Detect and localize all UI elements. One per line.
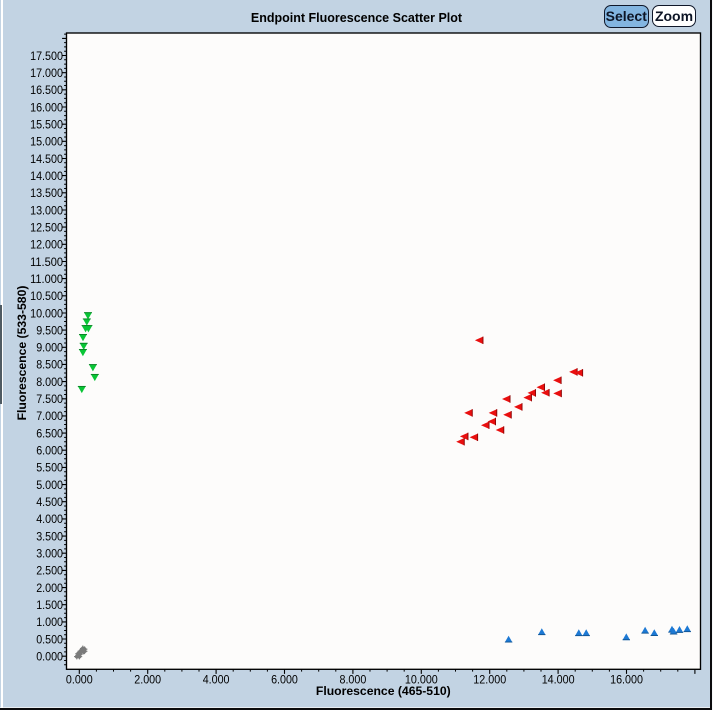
svg-text:6.000: 6.000: [271, 673, 298, 687]
svg-text:1.000: 1.000: [36, 615, 63, 629]
svg-text:2.000: 2.000: [134, 673, 161, 687]
svg-text:0.000: 0.000: [66, 673, 93, 687]
svg-text:9.000: 9.000: [36, 341, 63, 355]
svg-text:10.500: 10.500: [30, 289, 63, 303]
svg-text:2.500: 2.500: [36, 564, 63, 578]
svg-text:14.000: 14.000: [30, 169, 63, 183]
svg-text:0.000: 0.000: [36, 650, 63, 664]
svg-text:Endpoint Fluorescence Scatter: Endpoint Fluorescence Scatter Plot: [251, 11, 463, 25]
svg-text:3.000: 3.000: [36, 547, 63, 561]
svg-text:6.500: 6.500: [36, 426, 63, 440]
svg-text:5.000: 5.000: [36, 478, 63, 492]
svg-text:13.000: 13.000: [30, 203, 63, 217]
svg-text:14.500: 14.500: [30, 152, 63, 166]
svg-text:11.500: 11.500: [30, 255, 63, 269]
svg-text:6.000: 6.000: [36, 444, 63, 458]
svg-text:10.000: 10.000: [30, 306, 63, 320]
svg-text:13.500: 13.500: [30, 186, 63, 200]
svg-text:9.500: 9.500: [36, 323, 63, 337]
svg-text:8.000: 8.000: [36, 375, 63, 389]
svg-text:15.500: 15.500: [30, 118, 63, 132]
svg-text:7.500: 7.500: [36, 392, 63, 406]
svg-text:11.000: 11.000: [30, 272, 63, 286]
svg-text:4.500: 4.500: [36, 495, 63, 509]
svg-text:14.000: 14.000: [542, 673, 575, 687]
svg-text:3.500: 3.500: [36, 529, 63, 543]
svg-text:17.000: 17.000: [30, 66, 63, 80]
svg-text:16.500: 16.500: [30, 83, 63, 97]
svg-text:8.500: 8.500: [36, 358, 63, 372]
svg-text:12.000: 12.000: [30, 238, 63, 252]
svg-text:15.000: 15.000: [30, 135, 63, 149]
svg-text:4.000: 4.000: [36, 512, 63, 526]
svg-text:2.000: 2.000: [36, 581, 63, 595]
svg-text:5.500: 5.500: [36, 461, 63, 475]
svg-text:8.000: 8.000: [340, 673, 367, 687]
svg-text:0.500: 0.500: [36, 632, 63, 646]
svg-text:17.500: 17.500: [30, 49, 63, 63]
svg-text:16.000: 16.000: [610, 673, 643, 687]
svg-text:16.000: 16.000: [30, 100, 63, 114]
svg-text:10.000: 10.000: [405, 673, 438, 687]
svg-text:12.000: 12.000: [473, 673, 506, 687]
svg-text:7.000: 7.000: [36, 409, 63, 423]
svg-text:1.500: 1.500: [36, 598, 63, 612]
svg-text:Fluorescence (465-510): Fluorescence (465-510): [316, 684, 451, 698]
svg-text:Fluorescence (533-580): Fluorescence (533-580): [15, 286, 29, 421]
svg-text:4.000: 4.000: [203, 673, 230, 687]
svg-text:12.500: 12.500: [30, 220, 63, 234]
